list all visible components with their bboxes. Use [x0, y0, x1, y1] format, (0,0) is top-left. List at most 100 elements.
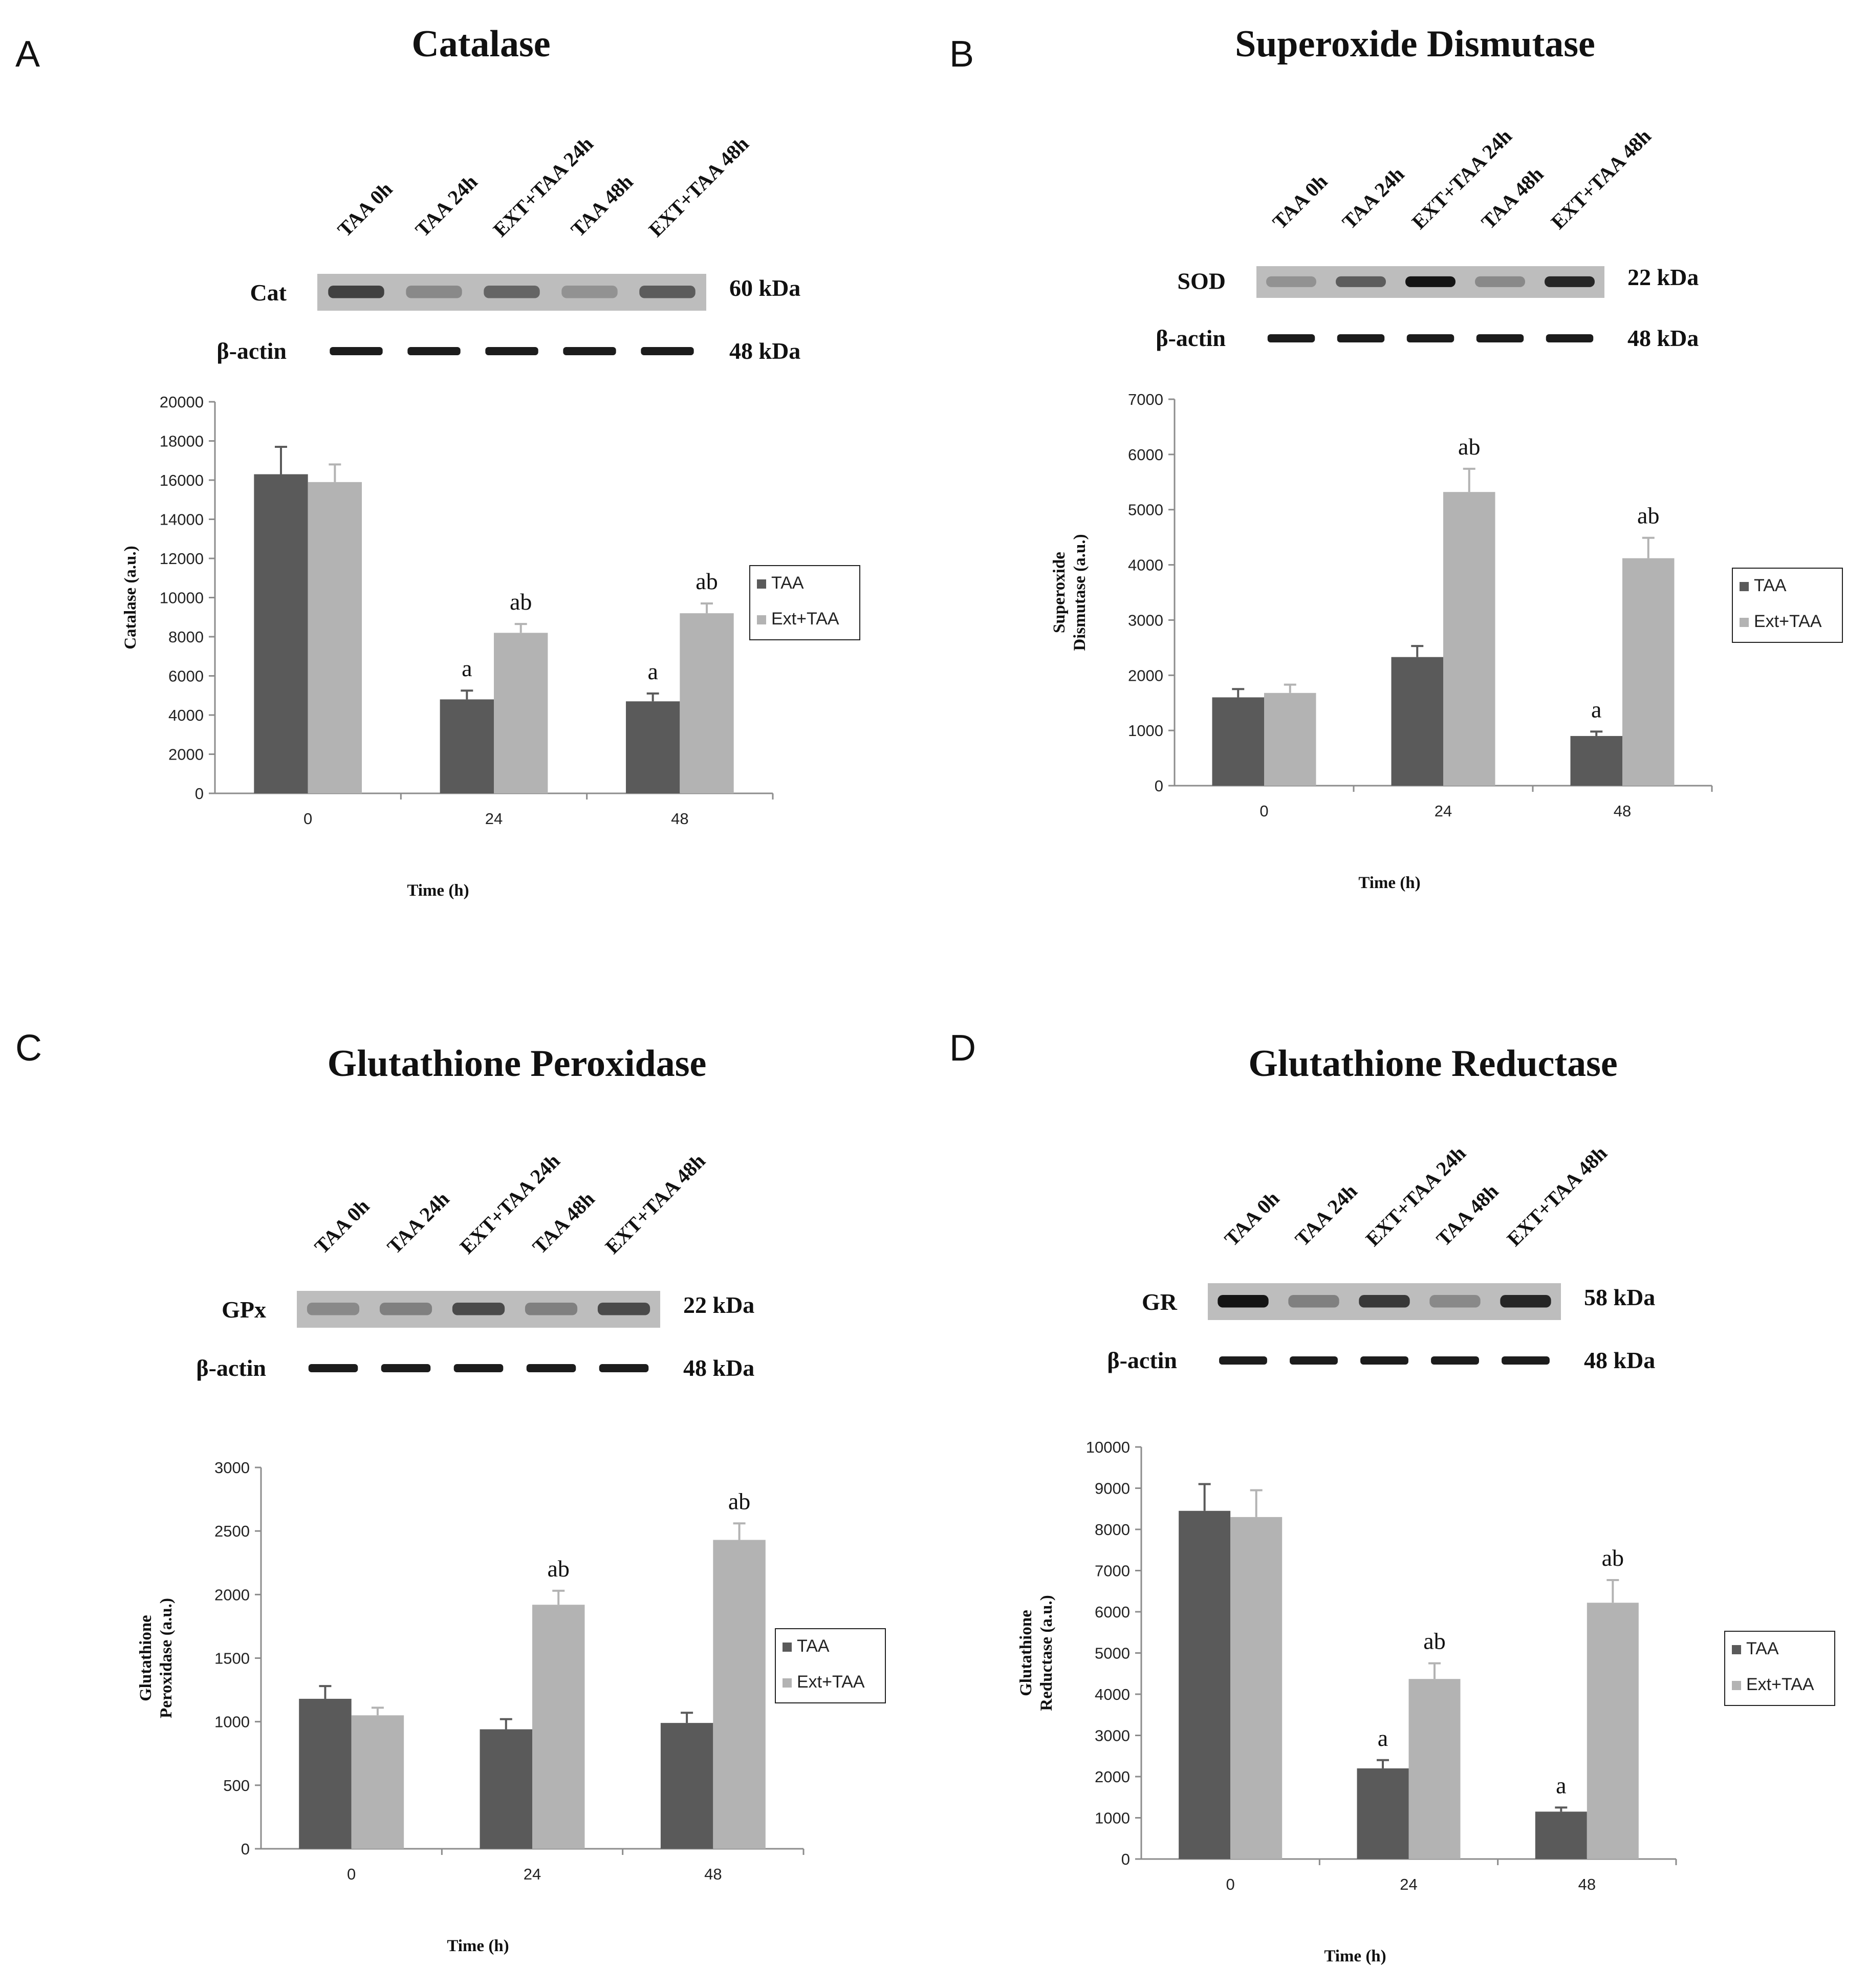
significance-label: a — [462, 655, 472, 681]
lane-label: EXT+TAA 48h — [1503, 1141, 1612, 1250]
legend-box — [1732, 568, 1843, 643]
legend-swatch — [783, 1678, 792, 1688]
y-tick-label: 6000 — [1095, 1603, 1130, 1621]
lane-label: TAA 48h — [1432, 1179, 1503, 1250]
bar-taa-24 — [1357, 1768, 1409, 1859]
lane-label: TAA 0h — [1220, 1187, 1284, 1251]
lane-label: TAA 24h — [1338, 162, 1409, 233]
y-tick-label: 14000 — [160, 511, 204, 529]
bar-ext-taa-48 — [1622, 558, 1675, 786]
bar-ext-taa-24 — [1408, 1679, 1461, 1859]
legend-label: TAA — [797, 1636, 830, 1656]
y-tick-label: 3000 — [214, 1459, 250, 1477]
bar-ext-taa-24 — [1443, 492, 1495, 786]
bar-ext-taa-24 — [532, 1605, 585, 1849]
y-tick-label: 1000 — [214, 1713, 250, 1731]
significance-label: ab — [1637, 503, 1659, 529]
y-tick-label: 0 — [1121, 1850, 1130, 1868]
lane-label: TAA 0h — [333, 178, 397, 242]
y-tick-label: 5000 — [1095, 1645, 1130, 1662]
actin-band — [1219, 1356, 1267, 1365]
lane-label: TAA 24h — [1291, 1179, 1362, 1250]
bar-taa-24 — [1391, 657, 1443, 786]
legend-label: Ext+TAA — [797, 1672, 865, 1692]
legend-label: TAA — [771, 573, 804, 593]
y-tick-label: 7000 — [1095, 1562, 1130, 1580]
panel-svg: C Glutathione Peroxidase TAA 0h TAA 24h EXT+… — [15, 1028, 886, 1955]
x-tick-label: 0 — [347, 1865, 356, 1883]
legend-label: Ext+TAA — [1754, 612, 1822, 631]
y-tick-label: 4000 — [168, 706, 204, 724]
legend-label: TAA — [1754, 576, 1787, 595]
legend-box — [775, 1628, 886, 1703]
panel-svg: B Superoxide Dismutase TAA 0h TAA 24h EXT+TA… — [949, 23, 1843, 892]
blot-kda: 22 kDa — [1627, 264, 1699, 290]
blot-band — [1545, 276, 1595, 287]
y-tick-label: 10000 — [1086, 1438, 1130, 1456]
blot-band — [525, 1303, 578, 1315]
blot-band — [1405, 276, 1456, 287]
y-tick-label: 5000 — [1128, 501, 1163, 519]
blot-band — [1359, 1295, 1410, 1308]
x-tick-label: 0 — [303, 810, 312, 828]
blot-band — [1336, 276, 1386, 287]
panel-b: B Superoxide Dismutase TAA 0h TAA 24h EXT+TA… — [934, 0, 1868, 994]
lane-label: TAA 48h — [528, 1187, 599, 1258]
x-axis-title: Time (h) — [1358, 874, 1420, 892]
actin-band — [330, 347, 383, 355]
actin-label: β-actin — [196, 1355, 266, 1381]
y-tick-label: 2500 — [214, 1522, 250, 1540]
bar-taa-0 — [299, 1698, 352, 1849]
y-axis-title: Dismutase (a.u.) — [1071, 534, 1089, 651]
y-tick-label: 0 — [195, 785, 204, 803]
significance-label: a — [1591, 696, 1601, 722]
bar-taa-48 — [660, 1723, 713, 1849]
legend-swatch — [1740, 582, 1749, 591]
panel-letter: D — [949, 1028, 976, 1069]
lane-label: EXT+TAA 48h — [601, 1149, 710, 1258]
blot-label: Cat — [250, 279, 287, 306]
panel-letter: A — [15, 34, 40, 75]
blot-band — [561, 286, 618, 298]
blot-label: GPx — [222, 1296, 266, 1323]
actin-band — [308, 1364, 358, 1372]
bar-taa-0 — [1179, 1510, 1231, 1859]
y-tick-label: 3000 — [1095, 1727, 1130, 1745]
actin-band — [1360, 1356, 1408, 1365]
x-tick-label: 0 — [1259, 802, 1268, 820]
y-tick-label: 0 — [1155, 777, 1163, 795]
y-tick-label: 2000 — [214, 1586, 250, 1604]
y-tick-label: 16000 — [160, 471, 204, 489]
bar-taa-0 — [1212, 697, 1264, 786]
y-axis-title: Catalase (a.u.) — [121, 546, 140, 650]
y-tick-label: 3000 — [1128, 611, 1163, 629]
bar-ext-taa-48 — [1587, 1603, 1639, 1859]
blot-label: SOD — [1177, 268, 1226, 294]
actin-band — [641, 347, 694, 355]
blot-kda: 22 kDa — [683, 1292, 754, 1318]
x-tick-label: 48 — [671, 810, 688, 828]
y-tick-label: 2000 — [1095, 1768, 1130, 1786]
actin-band — [381, 1364, 431, 1372]
actin-band — [485, 347, 538, 355]
lane-label: TAA 48h — [567, 170, 638, 241]
blot-label: GR — [1142, 1289, 1178, 1315]
legend-label: Ext+TAA — [771, 609, 839, 629]
significance-label: ab — [1423, 1628, 1445, 1654]
significance-label: ab — [728, 1488, 750, 1514]
bar-ext-taa-0 — [308, 482, 362, 793]
legend-swatch — [757, 615, 766, 624]
actin-band — [563, 347, 616, 355]
y-axis-title: Superoxide — [1050, 552, 1069, 633]
blot-kda: 60 kDa — [729, 275, 800, 301]
y-tick-label: 1000 — [1095, 1809, 1130, 1827]
panel-letter: C — [15, 1028, 42, 1069]
legend-box — [749, 565, 860, 640]
panel-title: Superoxide Dismutase — [1235, 23, 1595, 65]
panel-title: Glutathione Peroxidase — [328, 1043, 707, 1085]
blot-band — [1475, 276, 1525, 287]
bar-taa-24 — [480, 1729, 532, 1849]
x-tick-label: 48 — [1614, 802, 1631, 820]
lane-label: TAA 48h — [1477, 162, 1548, 233]
lane-label: TAA 0h — [310, 1195, 374, 1259]
